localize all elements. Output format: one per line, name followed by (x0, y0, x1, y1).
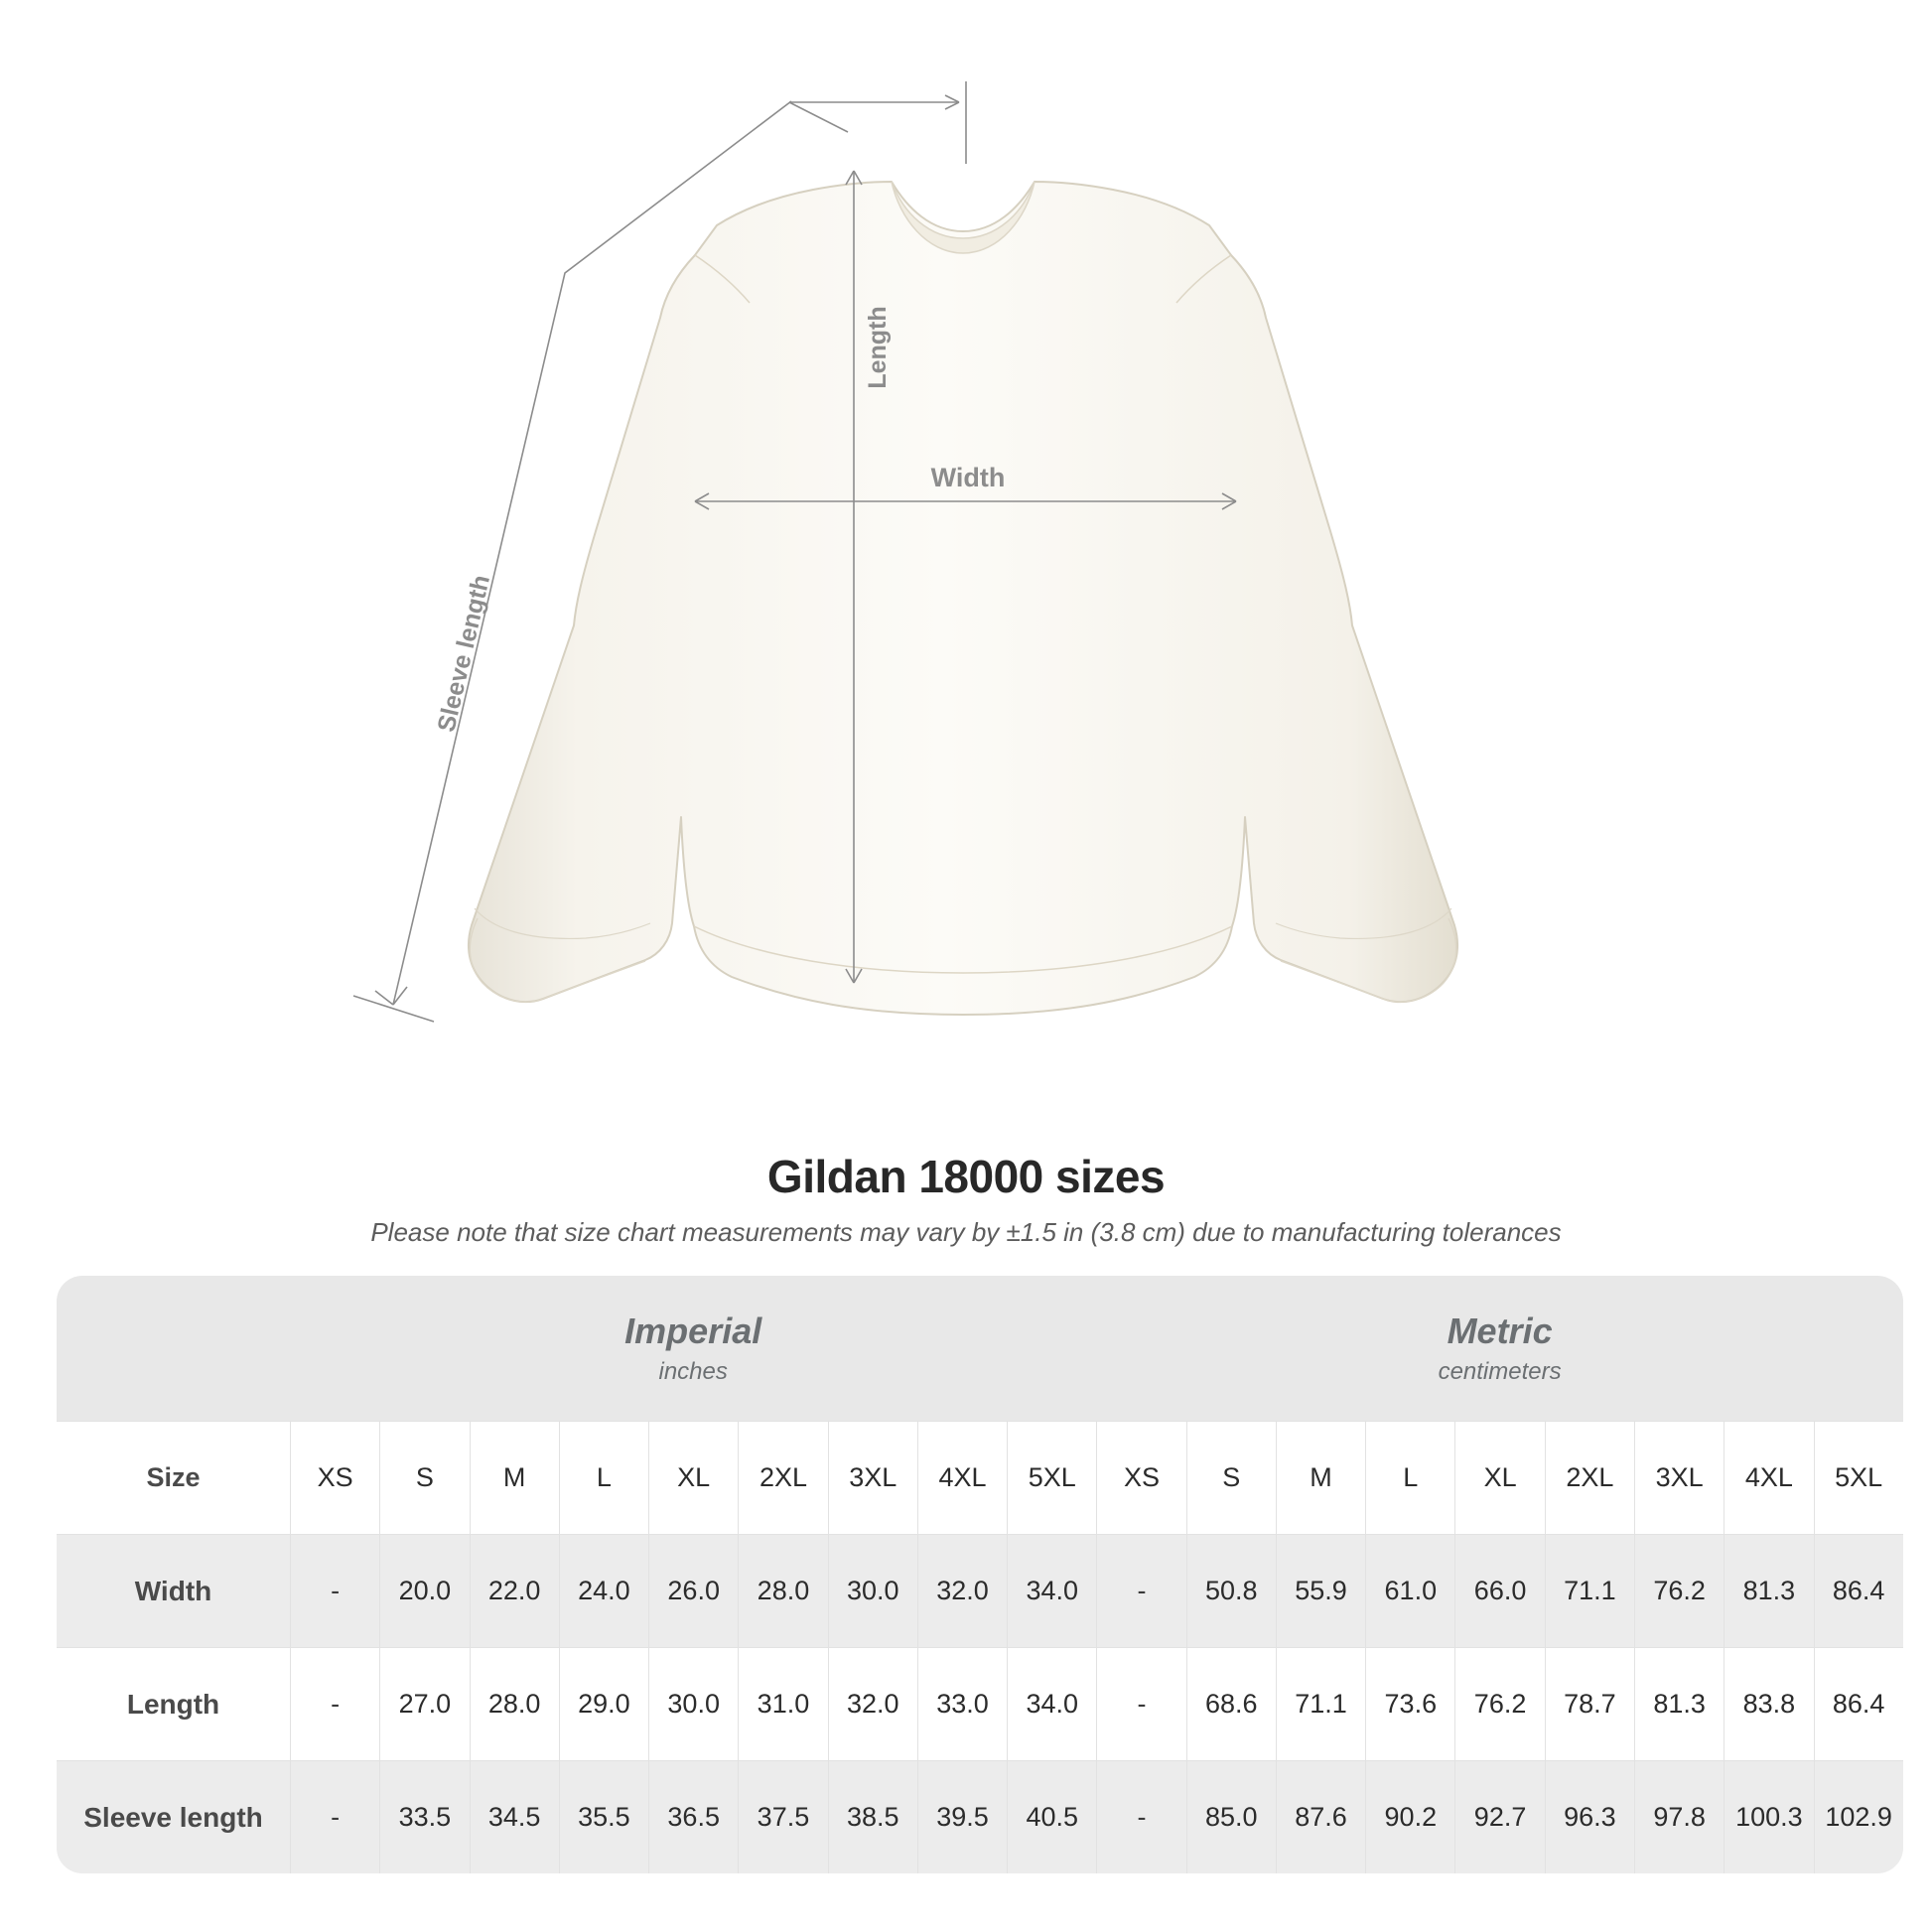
svg-text:Width: Width (931, 463, 1006, 492)
svg-text:Length: Length (864, 306, 892, 388)
svg-text:Sleeve length: Sleeve length (432, 573, 495, 735)
